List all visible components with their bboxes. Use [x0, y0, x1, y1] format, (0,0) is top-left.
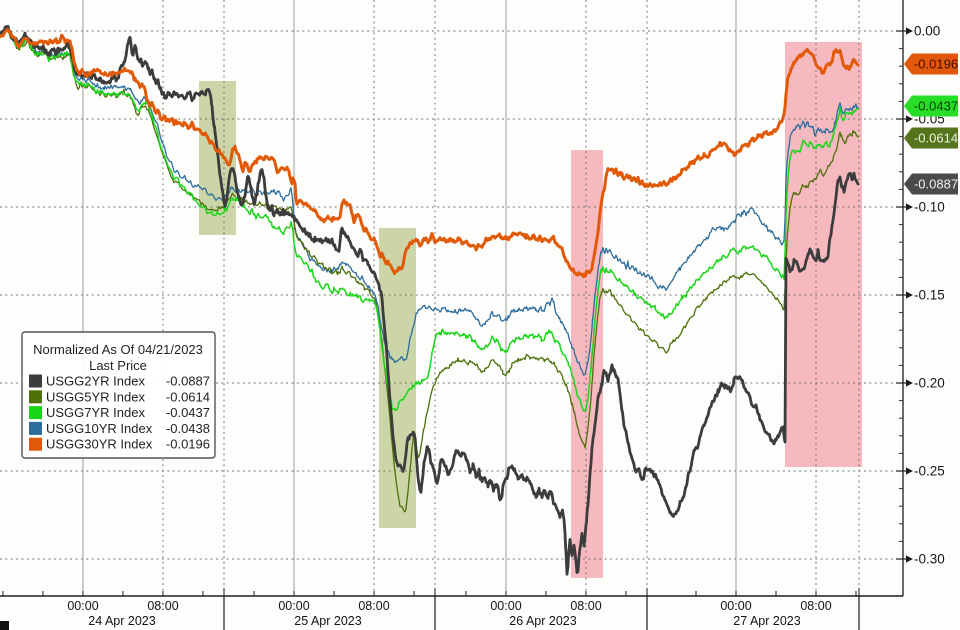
svg-text:-0.0438: -0.0438 [166, 421, 210, 436]
svg-text:08:00: 08:00 [570, 599, 601, 613]
svg-text:-0.25: -0.25 [914, 464, 945, 479]
svg-text:-0.0887: -0.0887 [166, 374, 210, 389]
svg-text:-0.0614: -0.0614 [166, 389, 210, 404]
svg-text:Normalized As Of 04/21/2023: Normalized As Of 04/21/2023 [33, 342, 203, 357]
svg-text:08:00: 08:00 [358, 599, 389, 613]
svg-text:USGG5YR Index: USGG5YR Index [46, 389, 145, 404]
svg-text:USGG10YR Index: USGG10YR Index [46, 421, 153, 436]
svg-text:-0.0196: -0.0196 [166, 437, 210, 452]
svg-text:USGG30YR Index: USGG30YR Index [46, 437, 153, 452]
svg-text:00:00: 00:00 [67, 599, 98, 613]
svg-text:USGG7YR Index: USGG7YR Index [46, 405, 145, 420]
svg-text:-0.0437: -0.0437 [166, 405, 210, 420]
svg-text:00:00: 00:00 [490, 599, 521, 613]
svg-text:USGG2YR Index: USGG2YR Index [46, 374, 145, 389]
svg-text:-0.20: -0.20 [914, 376, 945, 391]
svg-text:08:00: 08:00 [800, 599, 831, 613]
svg-text:-0.0887: -0.0887 [914, 177, 958, 192]
svg-text:-0.0437: -0.0437 [914, 99, 958, 114]
svg-text:08:00: 08:00 [147, 599, 178, 613]
svg-text:27 Apr 2023: 27 Apr 2023 [733, 614, 800, 628]
svg-text:Last Price: Last Price [89, 358, 147, 373]
svg-text:26 Apr 2023: 26 Apr 2023 [509, 614, 576, 628]
svg-text:-0.10: -0.10 [914, 200, 945, 215]
svg-text:-0.15: -0.15 [914, 288, 945, 303]
svg-text:-0.0196: -0.0196 [914, 57, 958, 72]
svg-text:24 Apr 2023: 24 Apr 2023 [88, 614, 155, 628]
svg-text:25 Apr 2023: 25 Apr 2023 [294, 614, 361, 628]
svg-text:-0.0614: -0.0614 [914, 131, 958, 146]
svg-text:00:00: 00:00 [278, 599, 309, 613]
svg-text:0.00: 0.00 [914, 24, 940, 39]
svg-text:00:00: 00:00 [720, 599, 751, 613]
svg-text:-0.30: -0.30 [914, 552, 945, 567]
